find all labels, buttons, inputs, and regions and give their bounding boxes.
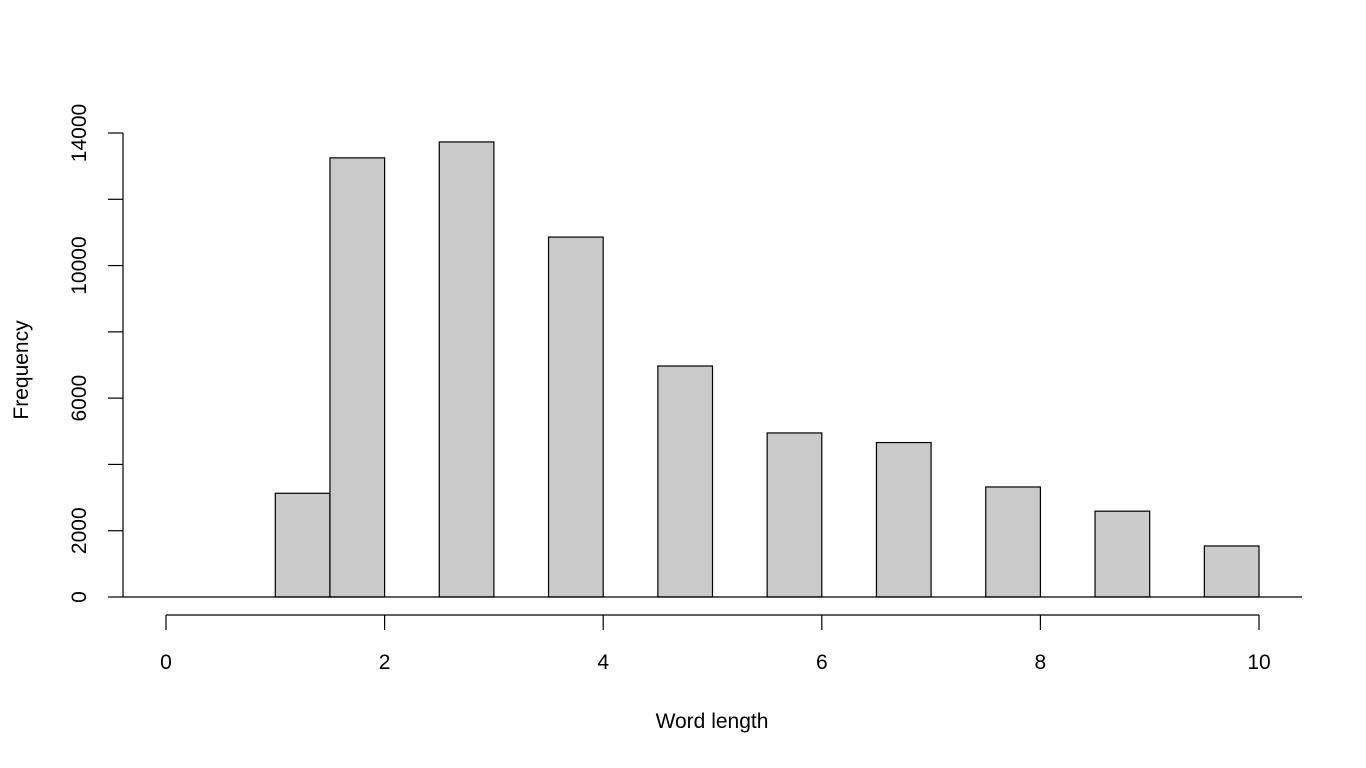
- bar-0: [274, 492, 331, 598]
- x-tick-label-1: 2: [379, 651, 391, 674]
- bar-9: [1203, 545, 1260, 598]
- bar-1: [329, 157, 386, 598]
- bar-6: [875, 441, 932, 598]
- x-tick-label-2: 4: [597, 651, 609, 674]
- y-tick-label-1: 2000: [68, 507, 91, 554]
- y-axis: 0 2000 6000 10000 14000: [68, 104, 124, 603]
- y-tick-label-4: 14000: [68, 104, 91, 162]
- y-tick-label-2: 6000: [68, 375, 91, 422]
- x-tick-label-4: 8: [1035, 651, 1047, 674]
- bar-4: [657, 365, 714, 598]
- y-axis-title: Frequency: [10, 320, 33, 420]
- y-tick-label-0: 0: [68, 591, 91, 603]
- bar-7: [985, 486, 1042, 598]
- x-tick-label-5: 10: [1247, 651, 1270, 674]
- bar-8: [1094, 510, 1151, 598]
- x-tick-label-0: 0: [160, 651, 172, 674]
- x-axis-title: Word length: [656, 710, 769, 733]
- bar-3: [547, 236, 604, 598]
- y-tick-label-3: 10000: [68, 236, 91, 294]
- bar-2: [438, 141, 495, 598]
- bars-group: [274, 141, 1260, 598]
- x-tick-label-3: 6: [816, 651, 828, 674]
- bar-5: [766, 432, 823, 598]
- x-axis: 0 2 4 6 8 10: [160, 614, 1271, 674]
